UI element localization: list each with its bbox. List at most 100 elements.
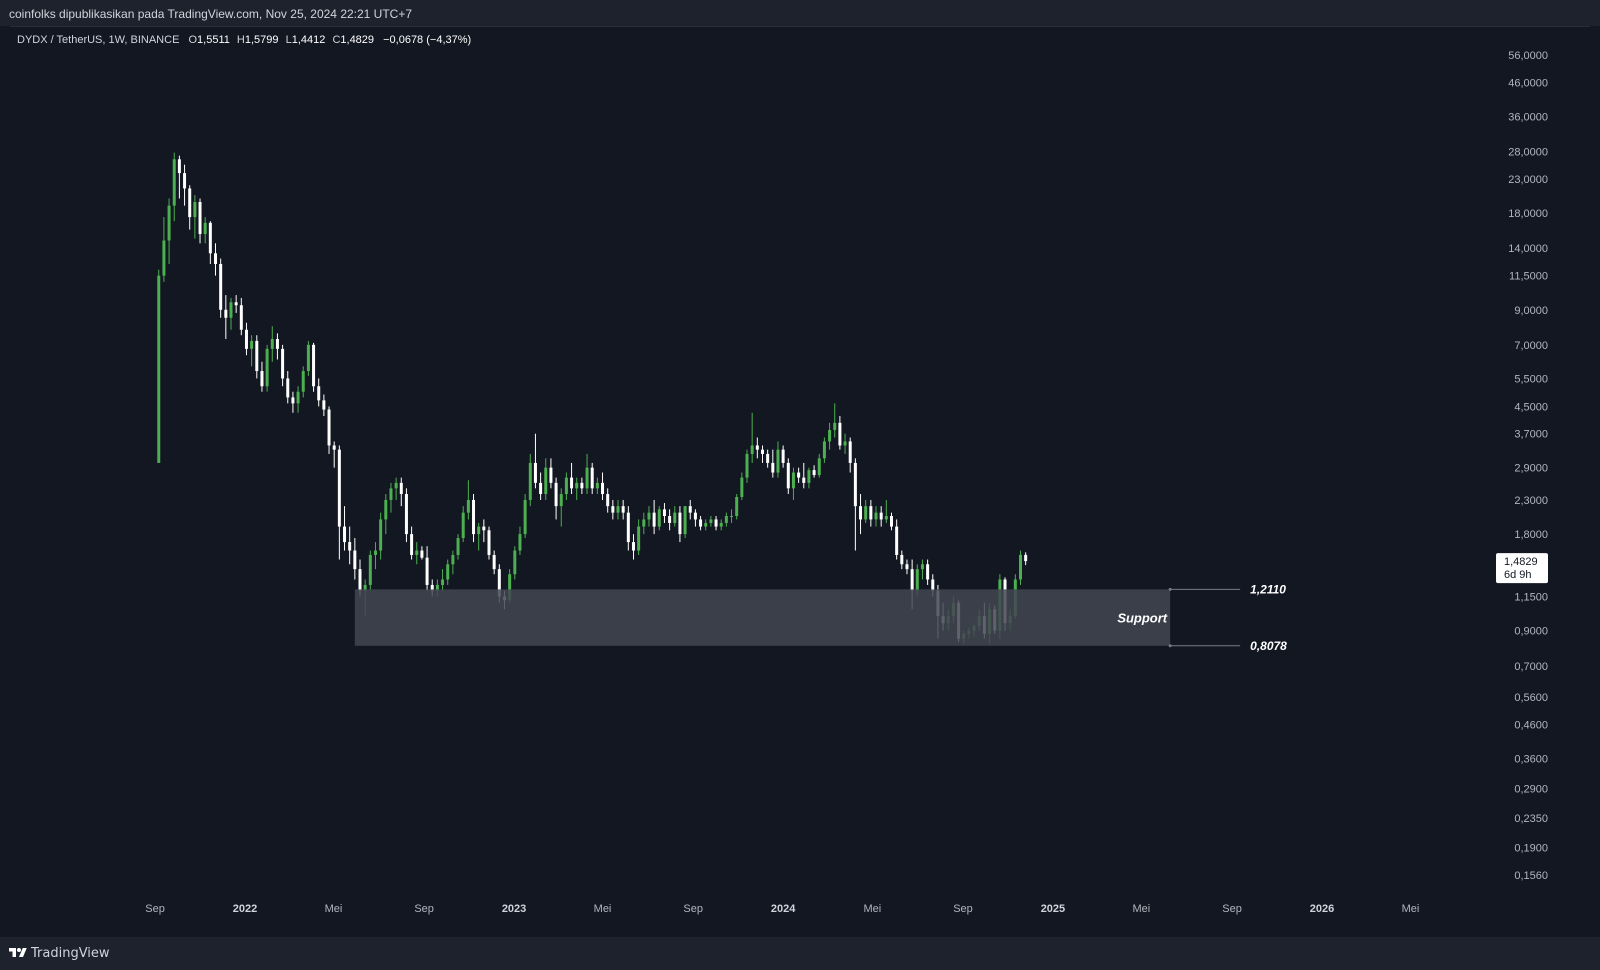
price-axis[interactable]: 56,0000 46,0000 36,0000 28,0000 23,0000 18,00…: [1508, 50, 1548, 882]
candle-body: [564, 477, 568, 495]
tradingview-logo-icon[interactable]: [9, 946, 27, 960]
candle-body: [384, 499, 388, 520]
candle-body: [853, 462, 857, 507]
support-upper-value-label: 1,2110: [1250, 582, 1286, 596]
price-tick-label: 0,9000: [1514, 626, 1548, 638]
candle-body: [554, 482, 558, 507]
candle-body: [183, 173, 187, 189]
candle-body: [229, 302, 233, 318]
published-text: coinfolks dipublikasikan pada TradingVie…: [9, 7, 413, 21]
candle-body: [472, 499, 476, 535]
price-tick-label: 0,7000: [1514, 661, 1548, 673]
candle-body: [477, 526, 481, 535]
candle-body: [802, 477, 806, 483]
low-value: 1,4412: [292, 34, 326, 46]
candle-body: [389, 488, 393, 500]
candle-body: [188, 188, 192, 218]
time-tick-label: Mei: [1402, 903, 1420, 915]
candle-body: [931, 579, 935, 591]
candle-body: [162, 240, 166, 276]
candle-body: [399, 482, 403, 495]
candlestick-chart[interactable]: Support 1,2110 0,8078 56,0000 46,0000 36,0…: [10, 27, 1590, 937]
candle-body: [291, 397, 295, 404]
candle-body: [244, 329, 248, 349]
candle-body: [435, 584, 439, 591]
candle-body: [404, 494, 408, 535]
candle-body: [523, 499, 527, 535]
candle-body: [642, 519, 646, 527]
candle-body: [601, 482, 605, 495]
candle-body: [497, 569, 501, 597]
candle-body: [884, 515, 888, 520]
time-tick-label: Sep: [953, 903, 973, 915]
symbol-legend[interactable]: DYDX / TetherUS, 1W, BINANCE O1,5511 H1,…: [17, 34, 471, 46]
publish-header: coinfolks dipublikasikan pada TradingVie…: [0, 0, 1600, 26]
candle-body: [281, 348, 285, 379]
candle-body: [657, 509, 661, 527]
candle-body: [900, 554, 904, 565]
open-label: O: [188, 34, 197, 46]
candle-body: [549, 467, 553, 483]
price-tick-label: 1,1500: [1514, 592, 1548, 604]
candle-body: [214, 253, 218, 265]
price-tick-label: 28,0000: [1508, 147, 1548, 159]
candle-body: [461, 512, 465, 539]
candle-body: [456, 538, 460, 555]
candle-body: [693, 512, 697, 520]
candle-body: [260, 371, 264, 387]
candle-body: [353, 550, 357, 570]
price-tick-label: 0,2900: [1514, 784, 1548, 796]
candle-body: [1018, 554, 1022, 580]
candle-body: [492, 554, 496, 570]
candle-body: [807, 470, 811, 483]
candle-body: [301, 371, 305, 392]
candle-body: [208, 222, 212, 254]
candle-body: [616, 506, 620, 513]
candle-body: [606, 494, 610, 507]
candle-body: [874, 512, 878, 520]
candle-body: [379, 519, 383, 551]
time-tick-label: Mei: [1133, 903, 1151, 915]
time-tick-label: 2026: [1310, 903, 1334, 915]
candle-body: [425, 557, 429, 585]
candle-body: [709, 519, 713, 523]
candle-body: [879, 512, 883, 520]
candle-body: [528, 462, 532, 500]
candle-body: [699, 519, 703, 527]
candle-body: [905, 564, 909, 570]
candle-body: [822, 441, 826, 459]
candle-body: [255, 340, 259, 372]
candle-body: [296, 391, 300, 404]
time-tick-label: 2024: [771, 903, 796, 915]
time-tick-label: Sep: [1222, 903, 1242, 915]
candle-body: [224, 309, 228, 318]
time-axis[interactable]: Sep 2022 Mei Sep 2023 Mei Sep 2024 Mei Sep 2025 Mei…: [145, 903, 1419, 915]
candle-body: [286, 378, 290, 398]
candle-body: [781, 449, 785, 463]
chart-area[interactable]: Support 1,2110 0,8078 56,0000 46,0000 36,0…: [10, 26, 1590, 937]
candle-body: [420, 550, 424, 558]
price-tick-label: 2,3000: [1514, 495, 1548, 507]
support-lower-handle[interactable]: [1168, 644, 1172, 648]
price-change: −0,0678 (−4,37%): [383, 34, 471, 46]
candle-body: [828, 429, 832, 442]
candle-body: [441, 579, 445, 585]
candle-body: [539, 482, 543, 495]
candle-body: [394, 482, 398, 489]
footer-bar: TradingView: [0, 937, 1600, 970]
candle-body: [348, 542, 352, 551]
candle-body: [234, 302, 238, 306]
support-zone-label: Support: [1117, 611, 1167, 626]
support-upper-handle[interactable]: [1168, 587, 1172, 591]
candle-body: [920, 564, 924, 570]
price-tick-label: 2,9000: [1514, 463, 1548, 475]
candle-body: [415, 550, 419, 555]
candle-body: [740, 477, 744, 497]
candle-body: [668, 515, 672, 523]
price-tick-label: 0,4600: [1514, 719, 1548, 731]
candle-body: [343, 526, 347, 543]
low-label: L: [286, 34, 292, 46]
support-zone[interactable]: [354, 589, 1171, 646]
candle-body: [647, 512, 651, 520]
candle-body: [735, 496, 739, 516]
